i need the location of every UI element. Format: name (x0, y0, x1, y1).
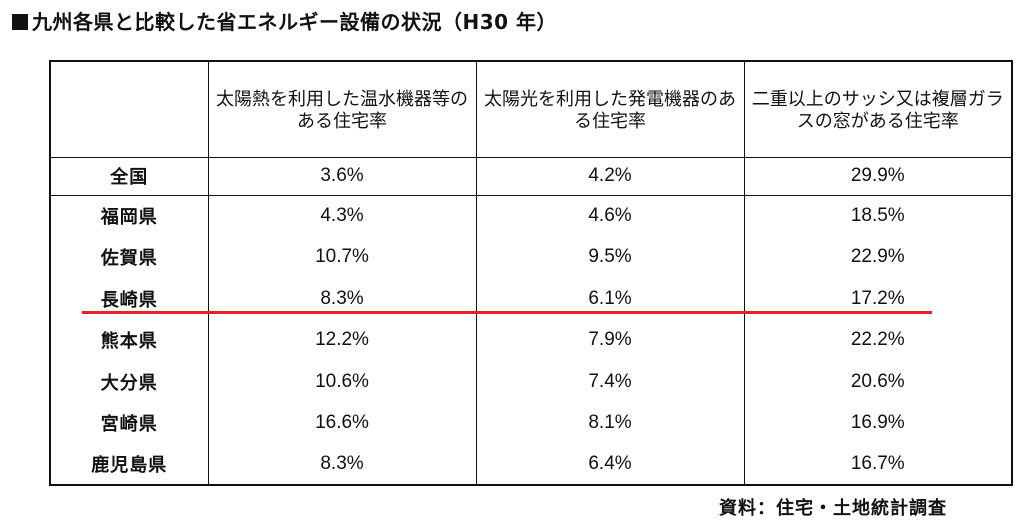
cell-value: 9.5% (475, 236, 745, 279)
header-row: 太陽熱を利用した温水機器等のある住宅率 太陽光を利用した発電機器のある住宅率 二… (49, 61, 1013, 158)
table-row: 熊本県 12.2% 7.9% 22.2% (49, 319, 1013, 361)
cell-value: 20.6% (743, 360, 1013, 403)
energy-equipment-table: 太陽熱を利用した温水機器等のある住宅率 太陽光を利用した発電機器のある住宅率 二… (49, 60, 1013, 486)
cell-value: 10.7% (207, 236, 477, 279)
cell-value: 7.4% (475, 360, 745, 403)
row-label: 宮崎県 (49, 402, 209, 444)
cell-value: 3.6% (207, 157, 477, 196)
cell-value: 16.7% (743, 443, 1013, 485)
cell-value: 8.1% (475, 402, 745, 444)
header-double-glazing: 二重以上のサッシ又は複層ガラスの窓がある住宅率 (743, 61, 1013, 158)
highlight-underline (82, 311, 932, 314)
header-blank (49, 61, 209, 158)
row-label: 全国 (49, 157, 209, 196)
cell-value: 16.6% (207, 402, 477, 444)
source-note: 資料：住宅・土地統計調査 (719, 498, 947, 519)
cell-value: 4.2% (475, 157, 745, 196)
table-row: 佐賀県 10.7% 9.5% 22.9% (49, 236, 1013, 279)
cell-value: 6.4% (475, 443, 745, 485)
cell-value: 18.5% (743, 195, 1013, 237)
cell-value: 7.9% (475, 319, 745, 361)
table-row: 宮崎県 16.6% 8.1% 16.9% (49, 402, 1013, 444)
cell-value: 22.9% (743, 236, 1013, 279)
page-title: 九州各県と比較した省エネルギー設備の状況（H30 年） (12, 6, 557, 35)
row-label: 佐賀県 (49, 236, 209, 279)
cell-value: 10.6% (207, 360, 477, 403)
square-bullet-icon (12, 14, 28, 30)
row-label: 鹿児島県 (49, 443, 209, 485)
cell-value: 29.9% (743, 157, 1013, 196)
header-solar-power: 太陽光を利用した発電機器のある住宅率 (475, 61, 745, 158)
cell-value: 16.9% (743, 402, 1013, 444)
row-label: 大分県 (49, 360, 209, 403)
cell-value: 4.6% (475, 195, 745, 237)
row-label: 熊本県 (49, 319, 209, 361)
title-text: 九州各県と比較した省エネルギー設備の状況（H30 年） (32, 10, 558, 34)
header-solar-thermal: 太陽熱を利用した温水機器等のある住宅率 (207, 61, 477, 158)
table-row-national: 全国 3.6% 4.2% 29.9% (49, 157, 1013, 196)
cell-value: 4.3% (207, 195, 477, 237)
table-row: 鹿児島県 8.3% 6.4% 16.7% (49, 443, 1013, 485)
row-label: 福岡県 (49, 195, 209, 237)
table-row: 福岡県 4.3% 4.6% 18.5% (49, 195, 1013, 237)
table-row: 大分県 10.6% 7.4% 20.6% (49, 360, 1013, 403)
cell-value: 12.2% (207, 319, 477, 361)
cell-value: 22.2% (743, 319, 1013, 361)
cell-value: 8.3% (207, 443, 477, 485)
